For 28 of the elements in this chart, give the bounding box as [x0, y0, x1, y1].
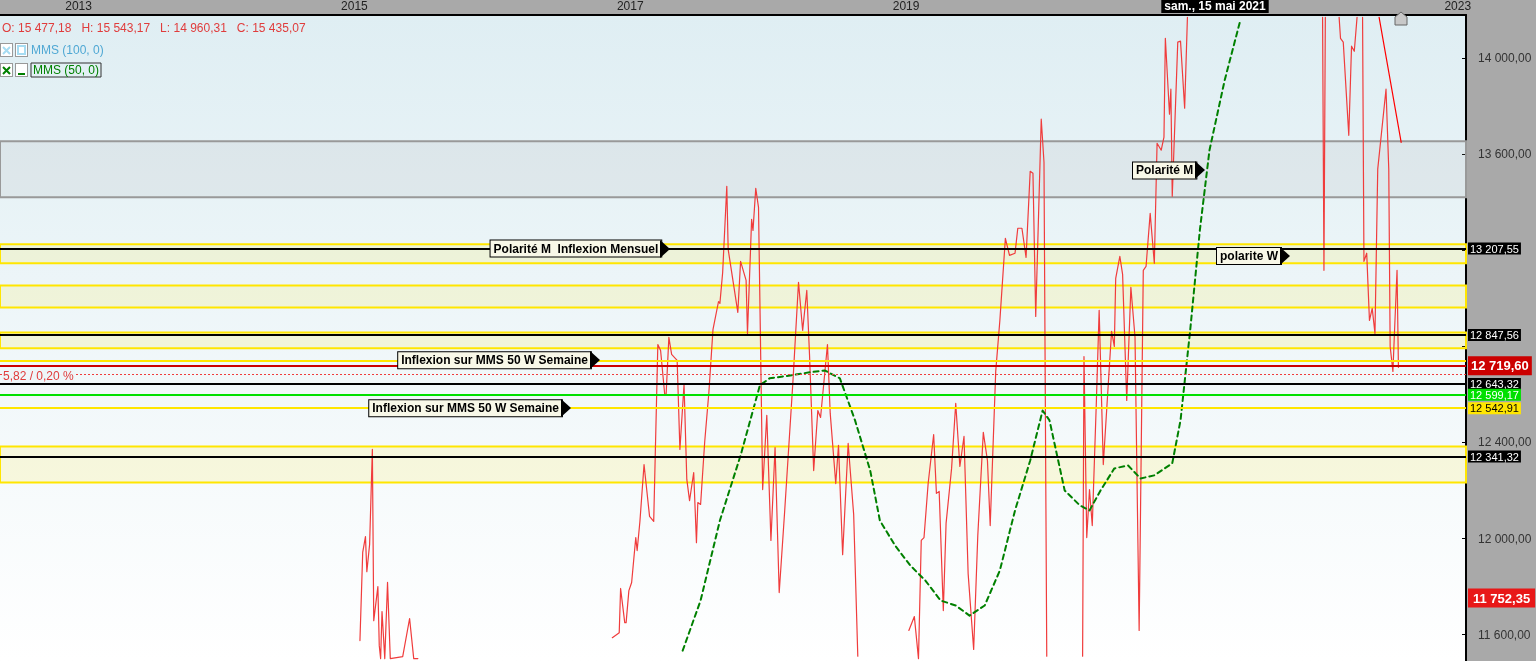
y-tick-label: 13 600,00	[1478, 147, 1532, 162]
ref-line-label: 13 207,55	[1470, 242, 1519, 255]
annotation: Polarité M	[1135, 163, 1194, 178]
x-tick-label: 2019	[892, 0, 920, 13]
x-tick-label: 2017	[616, 0, 644, 13]
ref-line-label: 12 847,56	[1470, 328, 1519, 341]
ref-line-label: 12 719,60	[1471, 358, 1529, 374]
ref-line-label: 12 643,32	[1470, 378, 1519, 391]
annotation: MMS (100, 0)	[31, 43, 104, 57]
text: MMS (50, 0)	[33, 63, 100, 77]
text: sam., 15 mai 2021	[1164, 0, 1267, 13]
annotation: 5,82 / 0,20 %	[3, 369, 75, 383]
annotation: Inflexion sur MMS 50 W Semaine	[401, 353, 589, 368]
annotation: polarite W	[1219, 249, 1279, 263]
ref-line-label: 12 341,32	[1470, 450, 1519, 463]
y-tick-label: 12 000,00	[1478, 531, 1532, 546]
x-tick-label: 2013	[65, 0, 93, 13]
ref-line-label: 12 542,91	[1470, 402, 1519, 415]
x-tick-label: 2015	[341, 0, 369, 13]
y-tick-label: 14 000,00	[1478, 51, 1532, 66]
annotation: O: 15 477,18 H: 15 543,17 L: 14 960,31 C: 15 435,07	[2, 21, 306, 35]
y-tick-label: 11 600,00	[1478, 627, 1531, 642]
x-tick-label: 2023	[1444, 0, 1472, 13]
text: 11 752,35	[1473, 590, 1531, 606]
ref-line-label: 12 599,17	[1470, 388, 1519, 401]
y-tick-label: 12 400,00	[1478, 435, 1532, 450]
annotation: Polarité M Inflexion Mensuel	[493, 241, 659, 256]
annotation: Inflexion sur MMS 50 W Semaine	[372, 401, 560, 416]
